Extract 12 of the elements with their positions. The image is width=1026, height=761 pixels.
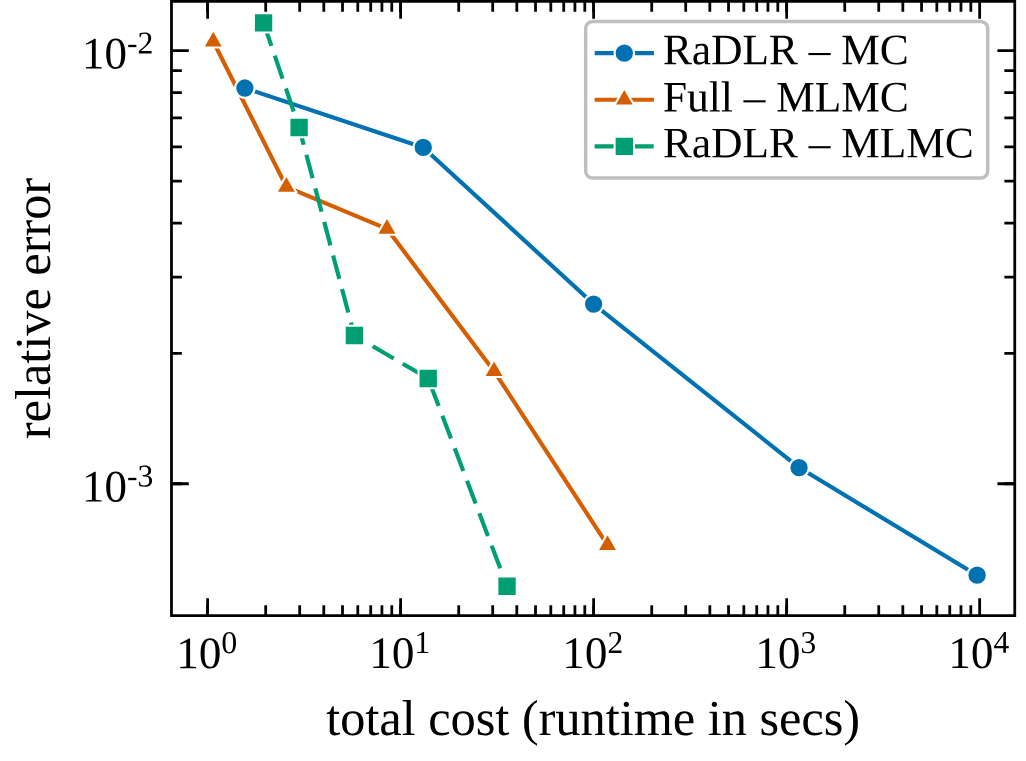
x-tick-label: 10$^{3}$ — [759, 632, 815, 669]
x-tick-label: 10$^{2}$ — [566, 632, 622, 669]
y-tick-label: 10$^{-2}$ — [85, 32, 152, 70]
legend-label: RaDLR – MC — [664, 35, 907, 65]
y-tick-label: 10$^{-3}$ — [85, 465, 153, 503]
x-tick-label: 10$^{1}$ — [373, 632, 429, 669]
legend-label: RaDLR – MLMC — [664, 128, 972, 158]
x-axis-title: total cost (runtime in secs) — [326, 700, 858, 746]
x-tick-label: 10$^{4}$ — [952, 632, 1009, 669]
legend-label: Full – MLMC — [664, 81, 907, 112]
y-axis-title: relative error — [15, 178, 51, 439]
x-tick-label: 10$^{0}$ — [180, 632, 236, 669]
